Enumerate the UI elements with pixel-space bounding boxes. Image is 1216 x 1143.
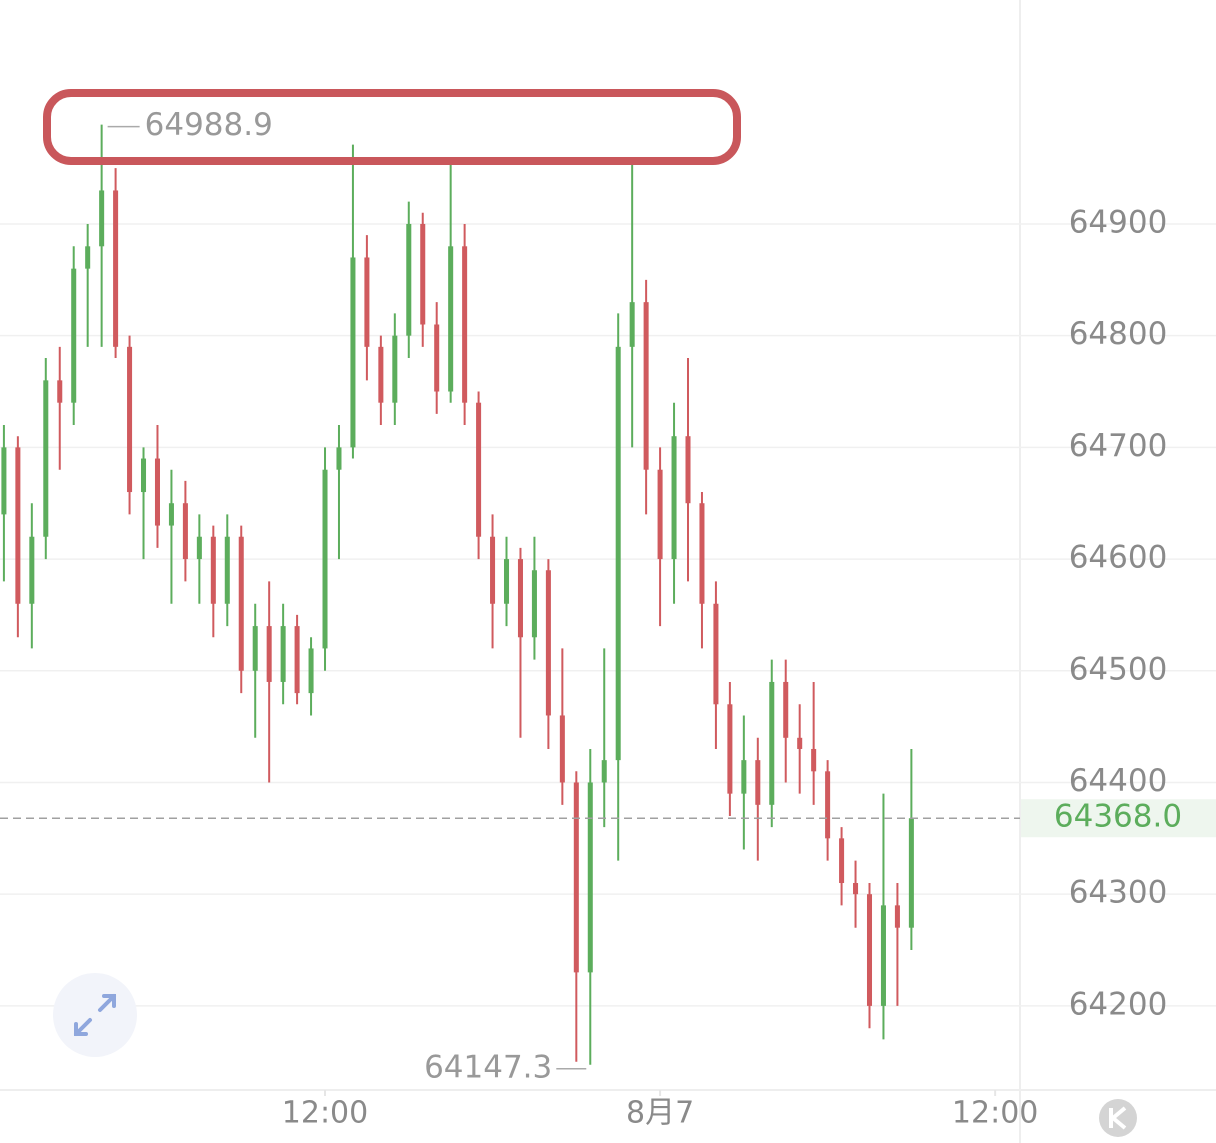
y-tick-label: 64600	[1069, 540, 1168, 576]
x-tick-label: 12:00	[952, 1096, 1038, 1131]
candle-body	[839, 838, 845, 884]
y-tick-label: 64400	[1069, 763, 1168, 799]
last-price-label: 64368.0	[1054, 799, 1182, 835]
candle-body	[685, 436, 691, 504]
candle-body	[238, 536, 244, 671]
candle-body	[615, 346, 621, 761]
candle-body	[755, 760, 761, 805]
candle-body	[769, 681, 775, 805]
candle-body	[462, 246, 468, 403]
candle-body	[43, 380, 49, 537]
candle-body	[476, 402, 482, 537]
candle-body	[797, 737, 803, 749]
candle-body	[392, 335, 398, 403]
candle-body	[643, 302, 649, 470]
low-label: 64147.3	[424, 1049, 552, 1085]
candle-body	[350, 257, 356, 448]
candle-body	[545, 570, 551, 716]
candle-body	[71, 268, 77, 403]
candle-body	[825, 771, 831, 839]
x-tick-label: 8月7	[626, 1096, 694, 1131]
candle-body	[894, 905, 900, 928]
candle-body	[1, 447, 7, 515]
y-tick-label: 64800	[1069, 316, 1168, 352]
y-tick-label: 64500	[1069, 651, 1168, 687]
candle-body	[699, 503, 705, 604]
candle-body	[713, 603, 719, 705]
candle-body	[15, 447, 21, 604]
candle-body	[657, 469, 663, 560]
candle-body	[99, 190, 105, 247]
candle-body	[57, 380, 63, 403]
candle-body	[141, 458, 147, 493]
candle-body	[573, 782, 579, 973]
candle-body	[490, 536, 496, 604]
candle-body	[182, 503, 188, 560]
kline-button[interactable]	[1099, 1099, 1137, 1137]
candle-body	[517, 559, 523, 638]
high-label: 64988.9	[145, 107, 273, 143]
candle-body	[420, 223, 426, 325]
y-tick-label: 64200	[1069, 986, 1168, 1022]
candle-body	[322, 469, 328, 649]
plot: 64200 64300 64400 64500 64600 64700 64800 64900…	[0, 107, 1216, 1131]
candle-body	[210, 536, 216, 604]
candle-body	[168, 503, 174, 526]
y-tick-label: 64900	[1069, 204, 1168, 240]
candle-body	[364, 257, 370, 347]
candle-body	[29, 536, 35, 604]
highlight-box	[43, 89, 741, 165]
candle-body	[727, 704, 733, 794]
candle-body	[113, 190, 119, 347]
candle-body	[559, 715, 565, 783]
candle-body	[811, 748, 817, 772]
candle-body	[434, 324, 440, 392]
candle-body	[671, 436, 677, 560]
candle-body	[629, 302, 635, 347]
candle-body	[252, 626, 258, 671]
candle-body	[85, 246, 91, 269]
candle-body	[866, 894, 873, 1006]
candle-body	[783, 681, 789, 738]
candle-body	[336, 447, 342, 470]
x-tick-label: 12:00	[282, 1096, 368, 1131]
zoom-button[interactable]	[53, 973, 137, 1057]
candle-body	[741, 760, 747, 794]
candle-body	[587, 782, 593, 973]
candle-body	[154, 458, 160, 526]
candle-body	[880, 905, 886, 1006]
candle-body	[448, 246, 454, 392]
candle-body	[308, 648, 314, 694]
candle-body	[127, 346, 133, 493]
y-tick-label: 64300	[1069, 875, 1168, 911]
candle-body	[406, 223, 412, 336]
candle-body	[601, 760, 607, 783]
candle-body	[853, 883, 859, 895]
candle-body	[378, 346, 384, 403]
candle-body	[294, 626, 300, 694]
candle-body	[196, 536, 202, 560]
candle-body	[503, 559, 510, 604]
last-price-badge	[1021, 799, 1216, 838]
candle-body	[266, 626, 272, 682]
candle-body	[280, 626, 286, 682]
y-tick-label: 64700	[1069, 428, 1168, 464]
candle-body	[531, 570, 537, 638]
candle-body	[224, 536, 230, 604]
candle-body	[908, 818, 914, 928]
